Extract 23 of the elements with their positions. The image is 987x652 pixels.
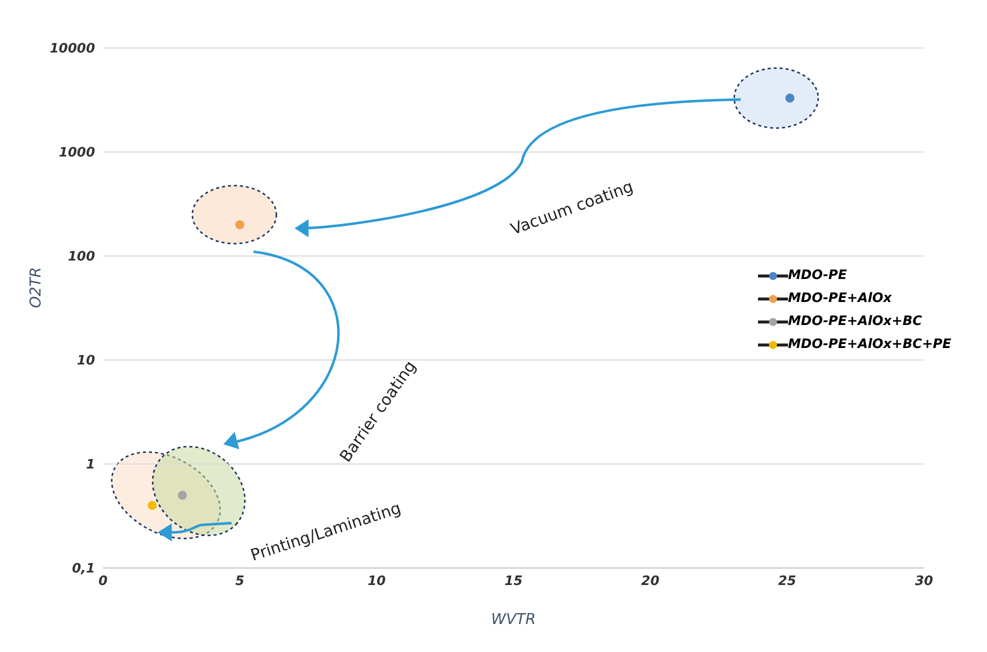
legend-label: MDO-PE+AlOx+BC+PE bbox=[788, 337, 952, 352]
y-tick-label: 1 bbox=[86, 458, 95, 473]
x-tick-label: 25 bbox=[778, 574, 796, 590]
legend-label: MDO-PE+AlOx bbox=[788, 291, 892, 306]
point bbox=[178, 490, 187, 500]
x-tick-label: 30 bbox=[914, 574, 934, 590]
y-tick-label: 0,1 bbox=[72, 562, 95, 577]
point bbox=[785, 94, 794, 103]
y-tick-label: 1000 bbox=[58, 146, 95, 161]
x-tick-label: 5 bbox=[235, 574, 244, 590]
x-axis-title: WVTR bbox=[491, 610, 536, 628]
y-tick-label: 10 bbox=[76, 354, 95, 369]
legend-label: MDO-PE bbox=[788, 268, 847, 283]
x-tick-label: 15 bbox=[504, 574, 523, 590]
point bbox=[235, 220, 244, 230]
x-tick-label: 0 bbox=[98, 574, 108, 590]
x-tick-label: 10 bbox=[368, 574, 386, 590]
y-tick-label: 100 bbox=[68, 250, 95, 265]
y-axis-title: O2TR bbox=[26, 267, 44, 308]
legend-label: MDO-PE+AlOx+BC bbox=[788, 314, 922, 329]
x-tick-label: 20 bbox=[641, 574, 660, 590]
point bbox=[148, 500, 157, 510]
y-tick-label: 10000 bbox=[50, 42, 95, 57]
